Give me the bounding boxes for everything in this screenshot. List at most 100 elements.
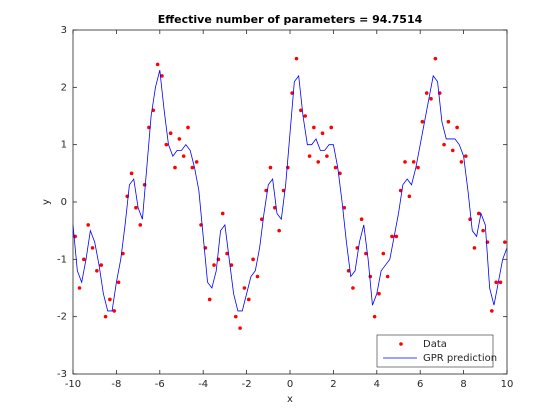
data-point [95,269,99,273]
x-tick-label: -6 [155,379,165,390]
data-point [212,263,216,267]
data-point [490,309,494,313]
data-point [108,297,112,302]
x-tick-label: 8 [460,379,466,390]
data-point [229,263,234,267]
x-tick-label: 4 [374,379,380,390]
prediction-line [72,70,508,312]
data-point [86,223,90,227]
data-point [320,131,325,135]
data-point [342,205,347,210]
data-point [242,286,247,290]
data-point [407,194,412,199]
data-point [164,142,169,147]
data-point [416,165,420,170]
data-point [259,217,264,221]
data-point [281,188,286,193]
x-tick-label: -10 [65,379,81,390]
y-tick-label: -3 [57,369,67,380]
data-point [303,114,307,118]
data-point [225,251,229,256]
data-point [246,297,251,302]
data-point [160,74,164,78]
axes-box [72,29,508,375]
data-point [312,125,316,130]
data-point [329,125,334,130]
data-point [381,251,386,256]
data-point [394,234,399,239]
data-point [390,234,394,239]
x-tick-label: 2 [330,379,336,390]
data-point [333,165,338,170]
chart-title: Effective number of parameters = 94.7514 [158,13,423,26]
data-point [255,274,260,279]
data-point [103,314,108,319]
x-tick-label: -4 [198,379,208,390]
data-point [368,274,373,279]
data-point [307,154,312,158]
data-point [277,228,281,233]
y-tick-label: -1 [57,254,67,265]
data-point [455,125,459,130]
data-point [351,286,355,290]
x-tick-label: -2 [242,379,252,390]
x-tick-label: 10 [501,379,514,390]
data-point [346,269,351,273]
y-axis-label: y [41,199,52,205]
data-point [129,171,134,176]
data-point [286,165,290,170]
x-tick-label: -8 [111,379,121,390]
data-point [429,97,433,101]
data-point [433,56,438,61]
data-point [138,223,143,227]
data-point [294,56,299,61]
data-point [168,131,173,135]
data-point [411,160,416,164]
data-point [377,291,381,296]
data-point [116,280,121,285]
y-tick-label: -2 [57,312,67,323]
data-point [494,280,498,285]
data-point [233,314,238,319]
data-point [207,297,212,302]
y-tick-label: 0 [61,197,67,208]
data-point [463,154,468,158]
data-point [251,257,255,262]
y-tick-label: 2 [61,82,67,93]
data-point [446,119,451,124]
data-point [472,246,477,250]
data-point [82,257,86,262]
data-point [316,160,321,164]
x-tick-label: 0 [287,379,293,390]
data-point [273,205,277,210]
data-point [385,274,390,279]
data-point [498,280,503,285]
data-point [268,165,273,170]
data-point [177,137,182,141]
legend-marker [399,342,403,346]
data-point [372,314,377,319]
legend-box [376,334,494,368]
x-tick-label: 6 [417,379,423,390]
data-point [459,160,464,164]
data-point [299,108,303,113]
data-point [238,326,242,330]
data-point [181,154,186,158]
data-point [338,171,342,176]
data-point [190,165,195,170]
data-point [364,251,368,256]
data-point [134,205,138,210]
data-point [476,211,481,216]
data-point [424,91,429,95]
data-point [481,228,485,233]
data-point [99,263,104,267]
y-tick-label: 3 [61,25,67,36]
legend-label: GPR prediction [423,353,497,364]
data-point [442,142,446,147]
x-axis-label: x [287,394,293,405]
y-tick-label: 1 [61,140,67,151]
data-point [503,240,507,244]
data-point [403,160,407,164]
data-point [220,211,225,216]
